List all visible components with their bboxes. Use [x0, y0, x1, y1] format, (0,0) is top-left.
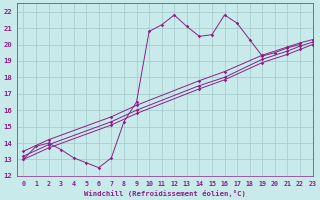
X-axis label: Windchill (Refroidissement éolien,°C): Windchill (Refroidissement éolien,°C): [84, 190, 246, 197]
